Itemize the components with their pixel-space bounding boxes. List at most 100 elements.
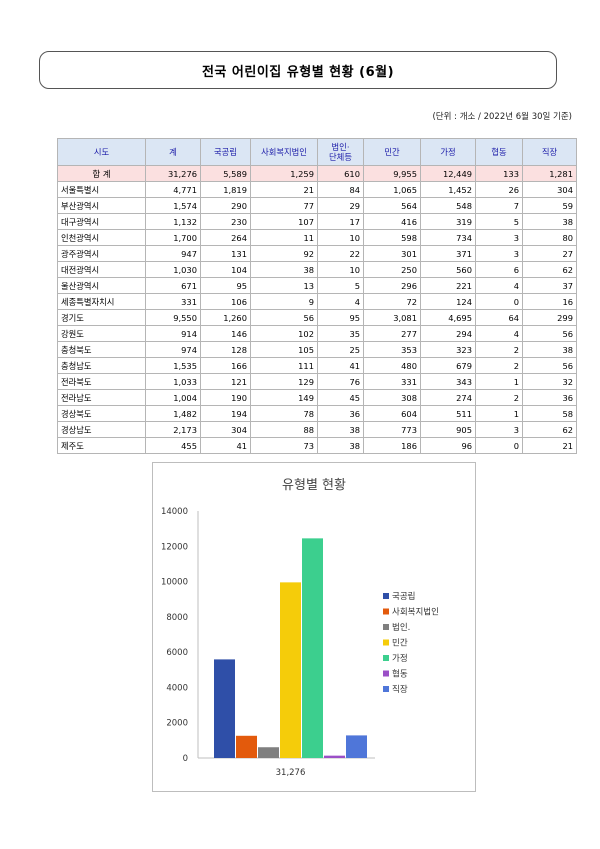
region-cell: 대구광역시 <box>57 213 146 230</box>
value-cell: 9,955 <box>363 165 421 182</box>
value-cell: 16 <box>522 293 577 310</box>
legend-label: 가정 <box>392 653 408 664</box>
value-cell: 323 <box>420 341 476 358</box>
y-tick-label: 6000 <box>166 648 188 658</box>
region-cell: 세종특별자치시 <box>57 293 146 310</box>
value-cell: 4,771 <box>145 181 201 198</box>
value-cell: 480 <box>363 357 421 374</box>
value-cell: 3 <box>475 245 523 262</box>
value-cell: 102 <box>250 325 318 342</box>
value-cell: 4 <box>475 325 523 342</box>
bar-5 <box>302 538 323 758</box>
value-cell: 17 <box>317 213 364 230</box>
header-cooperative: 협동 <box>475 138 523 166</box>
region-cell: 경상남도 <box>57 421 146 438</box>
table-row: 경상북도 1,482 194 78 36 604 511 1 58 <box>57 405 577 422</box>
value-cell: 1,132 <box>145 213 201 230</box>
value-cell: 974 <box>145 341 201 358</box>
value-cell: 7 <box>475 197 523 214</box>
bar-4 <box>280 582 301 758</box>
value-cell: 194 <box>200 405 251 422</box>
value-cell: 31,276 <box>145 165 201 182</box>
value-cell: 38 <box>250 261 318 278</box>
value-cell: 3 <box>475 421 523 438</box>
total-row: 합 계 31,276 5,589 1,259 610 9,955 12,449 133 1,28… <box>57 165 577 182</box>
region-cell: 부산광역시 <box>57 197 146 214</box>
table-row: 경상남도 2,173 304 88 38 773 905 3 62 <box>57 421 577 438</box>
value-cell: 296 <box>363 277 421 294</box>
value-cell: 96 <box>420 437 476 454</box>
value-cell: 56 <box>250 309 318 326</box>
bar-3 <box>258 747 279 758</box>
region-cell: 전라북도 <box>57 373 146 390</box>
value-cell: 56 <box>522 357 577 374</box>
value-cell: 679 <box>420 357 476 374</box>
value-cell: 1,033 <box>145 373 201 390</box>
value-cell: 221 <box>420 277 476 294</box>
header-region: 시도 <box>57 138 146 166</box>
legend-label: 국공립 <box>392 592 415 602</box>
value-cell: 2 <box>475 341 523 358</box>
value-cell: 5 <box>475 213 523 230</box>
value-cell: 95 <box>200 277 251 294</box>
value-cell: 331 <box>363 373 421 390</box>
value-cell: 1,482 <box>145 405 201 422</box>
legend-swatch <box>383 655 389 661</box>
value-cell: 598 <box>363 229 421 246</box>
legend-swatch <box>383 608 389 615</box>
value-cell: 905 <box>420 421 476 438</box>
table-row: 전라북도 1,033 121 129 76 331 343 1 32 <box>57 373 577 390</box>
value-cell: 124 <box>420 293 476 310</box>
header-total: 계 <box>145 138 201 166</box>
value-cell: 88 <box>250 421 318 438</box>
region-cell: 인천광역시 <box>57 229 146 246</box>
value-cell: 343 <box>420 373 476 390</box>
header-private: 민간 <box>363 138 421 166</box>
value-cell: 92 <box>250 245 318 262</box>
value-cell: 1,065 <box>363 181 421 198</box>
value-cell: 3,081 <box>363 309 421 326</box>
value-cell: 38 <box>522 213 577 230</box>
value-cell: 274 <box>420 389 476 406</box>
value-cell: 26 <box>475 181 523 198</box>
legend-swatch <box>383 670 389 677</box>
unit-note: (단위 : 개소 / 2022년 6월 30일 기준) <box>432 112 572 122</box>
value-cell: 1,260 <box>200 309 251 326</box>
region-cell: 충청남도 <box>57 357 146 374</box>
value-cell: 511 <box>420 405 476 422</box>
value-cell: 107 <box>250 213 318 230</box>
value-cell: 947 <box>145 245 201 262</box>
region-cell: 합 계 <box>57 165 146 182</box>
value-cell: 76 <box>317 373 364 390</box>
value-cell: 299 <box>522 309 577 326</box>
y-tick-label: 12000 <box>161 542 188 552</box>
legend-label: 법인. <box>392 622 410 633</box>
value-cell: 36 <box>317 405 364 422</box>
bar-1 <box>214 659 235 758</box>
value-cell: 6 <box>475 261 523 278</box>
value-cell: 1 <box>475 405 523 422</box>
value-cell: 129 <box>250 373 318 390</box>
value-cell: 56 <box>522 325 577 342</box>
value-cell: 41 <box>200 437 251 454</box>
value-cell: 1,030 <box>145 261 201 278</box>
value-cell: 1,004 <box>145 389 201 406</box>
value-cell: 734 <box>420 229 476 246</box>
region-cell: 대전광역시 <box>57 261 146 278</box>
region-cell: 울산광역시 <box>57 277 146 294</box>
value-cell: 121 <box>200 373 251 390</box>
value-cell: 2 <box>475 357 523 374</box>
region-cell: 제주도 <box>57 437 146 454</box>
bar-7 <box>346 735 367 758</box>
value-cell: 1,535 <box>145 357 201 374</box>
value-cell: 560 <box>420 261 476 278</box>
value-cell: 72 <box>363 293 421 310</box>
value-cell: 548 <box>420 197 476 214</box>
value-cell: 166 <box>200 357 251 374</box>
value-cell: 5,589 <box>200 165 251 182</box>
value-cell: 353 <box>363 341 421 358</box>
value-cell: 45 <box>317 389 364 406</box>
header-corporate: 법인· 단체등 <box>317 138 364 166</box>
legend-swatch <box>383 593 389 599</box>
value-cell: 38 <box>317 437 364 454</box>
